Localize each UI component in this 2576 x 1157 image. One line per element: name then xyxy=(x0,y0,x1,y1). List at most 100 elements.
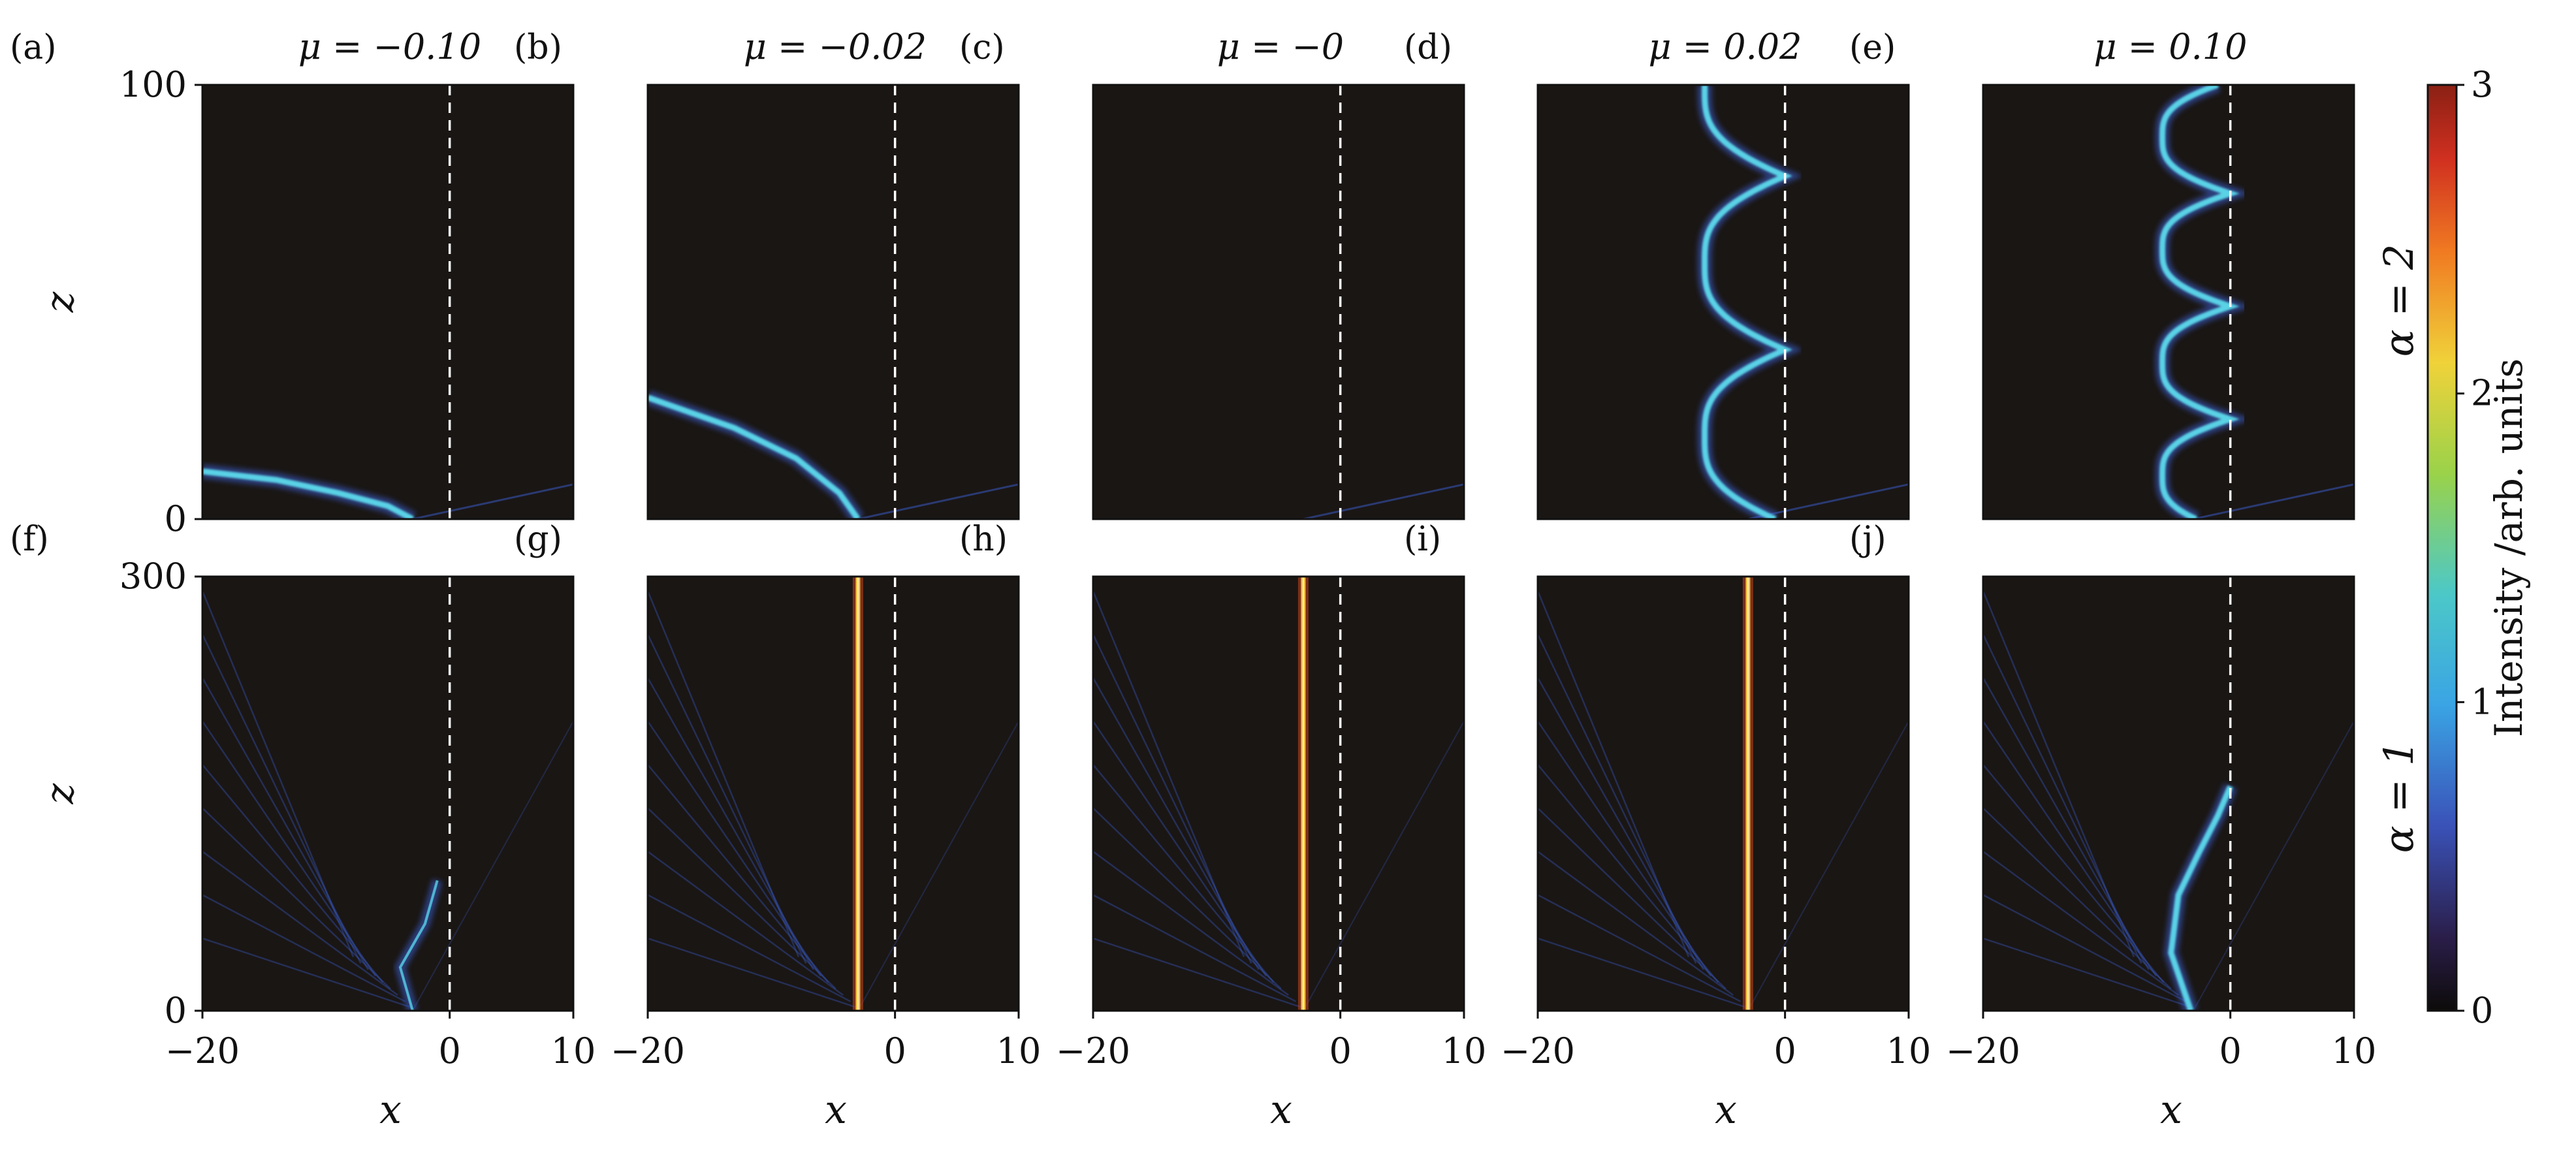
radiation-streak xyxy=(648,677,814,970)
radiation-streak xyxy=(202,634,362,964)
x-tick-label: 10 xyxy=(551,1030,596,1071)
radiation-streak xyxy=(2192,721,2354,1011)
heatmap-background xyxy=(1093,577,1464,1011)
radiation-streak xyxy=(1538,937,1749,1009)
x-tick-label: 10 xyxy=(996,1030,1042,1071)
x-tick-label: 10 xyxy=(1886,1030,1932,1071)
colorbar-label: Intensity /arb. units xyxy=(2487,358,2531,737)
beam-core xyxy=(2168,785,2233,1011)
row-label-bottom: α = 1 xyxy=(2375,740,2423,853)
beam-core xyxy=(202,468,415,519)
radiation-streak xyxy=(1093,590,1245,958)
heatmap-field xyxy=(648,577,1019,1011)
panel-frame xyxy=(1982,575,2355,1012)
panel-label: (g) xyxy=(514,520,562,559)
y-axis-label: z xyxy=(37,783,83,804)
heatmap-background xyxy=(1538,85,1909,519)
radiation-streak xyxy=(1983,634,2142,964)
heatmap-field xyxy=(1538,577,1909,1011)
radiation-streak xyxy=(648,764,829,983)
radiation-streak xyxy=(648,894,851,1002)
colorbar-tick-label: 0 xyxy=(2471,990,2493,1031)
radiation-streak xyxy=(1093,677,1260,970)
radiation-streak xyxy=(202,677,369,970)
panel-label: (j) xyxy=(1849,520,1886,559)
heatmap-background xyxy=(1093,85,1464,519)
panel-frame xyxy=(646,84,1020,520)
panel-frame xyxy=(646,575,1020,1012)
radiation-streak xyxy=(1093,894,1297,1002)
x-tick-label: −20 xyxy=(611,1030,685,1071)
panel-frame xyxy=(201,84,575,520)
radiation-streak xyxy=(1093,764,1275,983)
panel-frame xyxy=(1982,84,2355,520)
radiation-streak xyxy=(1538,720,1712,977)
y-tick-label: 0 xyxy=(165,498,187,539)
heatmap-background xyxy=(202,577,573,1011)
y-tick-label: 0 xyxy=(165,990,187,1031)
radiation-streak xyxy=(202,764,384,983)
panel-a: (a) μ = −0.10 0 100 z xyxy=(10,26,575,539)
radiation-streak xyxy=(1093,937,1304,1009)
panel-i: (i) −20 0 10 x xyxy=(1404,520,1931,1133)
x-tick-label: 0 xyxy=(883,1030,906,1071)
heatmap-field xyxy=(1983,590,2354,1011)
panel-title: μ = −0.02 xyxy=(744,26,927,67)
x-tick-label: −20 xyxy=(165,1030,240,1071)
panel-title: μ = 0.02 xyxy=(1649,26,1802,67)
heatmap-background xyxy=(202,85,573,519)
colorbar-gradient xyxy=(2426,84,2458,1012)
x-tick-label: 10 xyxy=(1442,1030,1487,1071)
panel-label: (d) xyxy=(1404,28,1452,67)
radiation-streak xyxy=(648,590,800,958)
x-axis-label: x xyxy=(1715,1087,1737,1133)
radiation-streak xyxy=(648,937,859,1009)
radiation-streak xyxy=(1302,721,1464,1011)
radiation-streak xyxy=(2193,483,2354,519)
x-tick-label: −20 xyxy=(1501,1030,1575,1071)
beam-core xyxy=(2159,85,2240,519)
radiation-streak xyxy=(1538,851,1734,996)
panel-frame xyxy=(1536,84,1910,520)
radiation-streak xyxy=(202,807,391,990)
x-tick-label: −20 xyxy=(1056,1030,1130,1071)
radiation-streak xyxy=(412,483,573,519)
panel-label: (i) xyxy=(1404,520,1441,559)
colorbar: 0 1 2 3 Intensity /arb. units xyxy=(2426,64,2531,1031)
heatmap-field xyxy=(1697,85,1909,519)
radiation-streak xyxy=(1538,634,1697,964)
panel-label: (a) xyxy=(10,28,57,67)
y-axis-label: z xyxy=(37,291,83,313)
beam-core xyxy=(398,880,439,1011)
radiation-streak xyxy=(1983,807,2172,990)
row-label-top: α = 2 xyxy=(2375,244,2423,357)
panel-frame xyxy=(1536,575,1910,1012)
panel-label: (h) xyxy=(959,520,1008,559)
radiation-streak xyxy=(1538,807,1726,990)
radiation-streak xyxy=(202,851,398,996)
heatmap-background xyxy=(1538,577,1909,1011)
radiation-streak xyxy=(648,634,807,964)
x-tick-label: 0 xyxy=(1329,1030,1351,1071)
panel-b: (b) μ = −0.02 xyxy=(514,26,1020,520)
radiation-streak xyxy=(1983,764,2165,983)
x-tick-label: −20 xyxy=(1946,1030,2020,1071)
panel-frame xyxy=(1092,575,1465,1012)
x-tick-label: 10 xyxy=(2332,1030,2377,1071)
panel-j: (j) −20 0 10 x xyxy=(1849,520,2376,1133)
radiation-streak xyxy=(1093,807,1282,990)
heatmap-field xyxy=(202,590,573,1011)
colorbar-tick-label: 2 xyxy=(2471,373,2493,414)
x-axis-label: x xyxy=(379,1087,402,1133)
y-tick-label: 100 xyxy=(119,64,187,105)
radiation-streak xyxy=(648,807,836,990)
radiation-streak xyxy=(1983,720,2157,977)
x-axis-label: x xyxy=(1270,1087,1292,1133)
panel-label: (b) xyxy=(514,28,562,67)
radiation-streak xyxy=(1303,483,1464,519)
radiation-streak xyxy=(648,851,844,996)
colorbar-tick-label: 3 xyxy=(2471,64,2493,105)
